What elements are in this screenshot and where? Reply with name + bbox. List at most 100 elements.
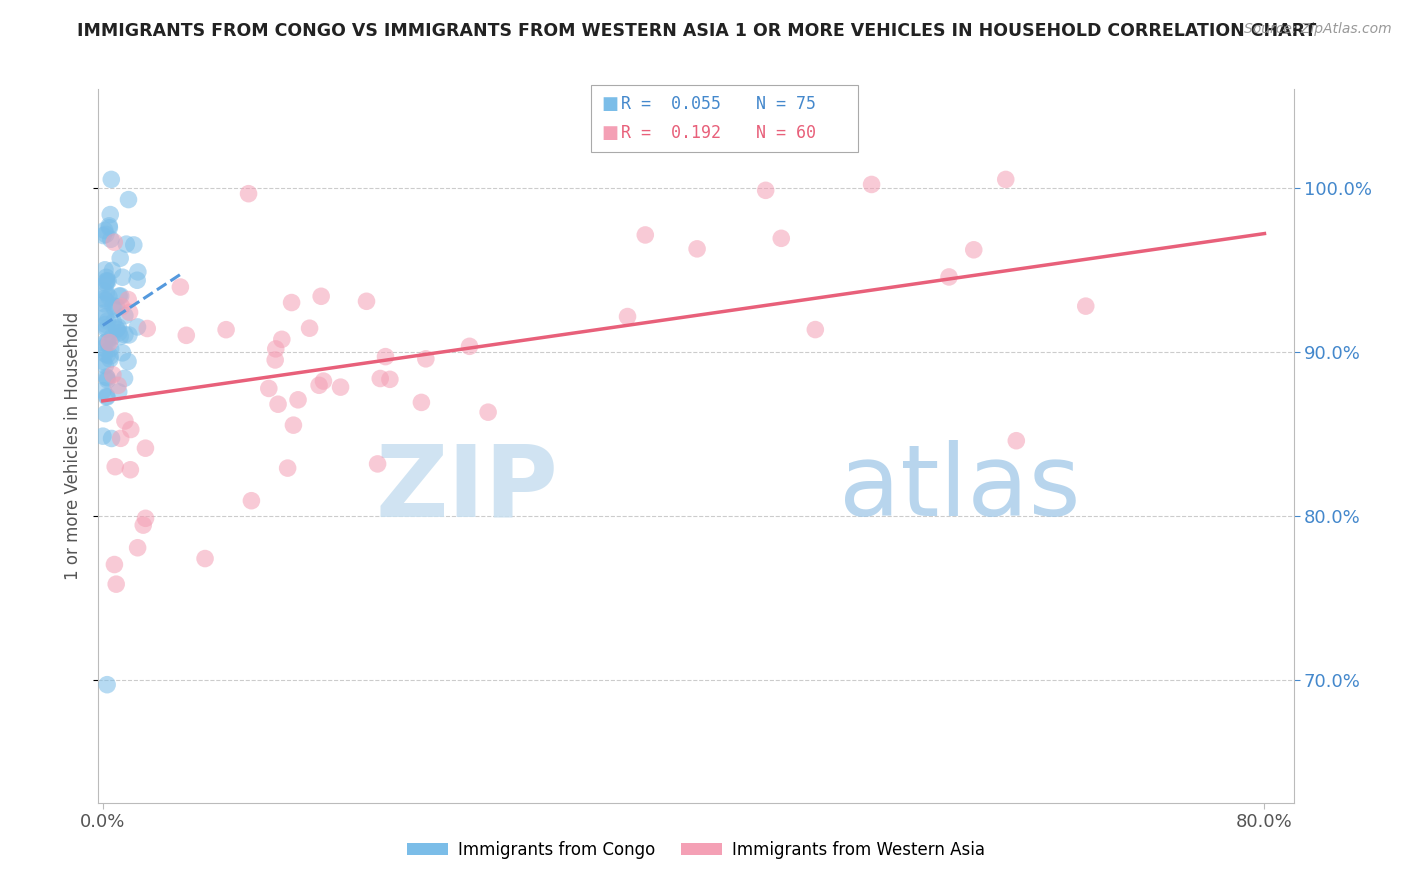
Point xyxy=(98,219,121,233)
Point xyxy=(356,294,378,309)
Point xyxy=(264,342,287,356)
Point xyxy=(104,459,127,474)
Point xyxy=(277,461,299,475)
Point xyxy=(374,350,396,364)
Point xyxy=(108,326,131,340)
Text: N = 75: N = 75 xyxy=(756,95,817,113)
Point xyxy=(110,289,132,303)
Point xyxy=(94,223,117,237)
Point xyxy=(111,346,134,360)
Point xyxy=(94,318,117,332)
Point xyxy=(127,265,149,279)
Point xyxy=(215,323,238,337)
Point xyxy=(267,397,290,411)
Point xyxy=(120,463,142,477)
Point xyxy=(93,335,115,350)
Point xyxy=(93,297,115,311)
Point xyxy=(378,372,401,386)
Point xyxy=(1005,434,1028,448)
Point xyxy=(96,270,118,285)
Point xyxy=(94,227,117,242)
Point xyxy=(101,330,124,344)
Point xyxy=(107,320,129,334)
Point xyxy=(118,305,141,319)
Point xyxy=(770,231,793,245)
Point xyxy=(122,238,145,252)
Point xyxy=(94,322,117,336)
Point xyxy=(169,280,191,294)
Point xyxy=(94,310,117,324)
Point xyxy=(616,310,638,324)
Point xyxy=(93,306,115,320)
Point xyxy=(134,441,156,455)
Point xyxy=(110,431,132,445)
Point xyxy=(804,322,827,336)
Point xyxy=(298,321,321,335)
Point xyxy=(94,293,117,308)
Text: ■: ■ xyxy=(602,124,619,142)
Y-axis label: 1 or more Vehicles in Household: 1 or more Vehicles in Household xyxy=(65,312,83,580)
Point xyxy=(309,289,332,303)
Point xyxy=(194,551,217,566)
Point xyxy=(96,371,118,385)
Point xyxy=(238,186,260,201)
Point xyxy=(96,285,118,300)
Point xyxy=(283,418,305,433)
Point xyxy=(104,302,127,317)
Point xyxy=(686,242,709,256)
Point xyxy=(127,320,149,334)
Point xyxy=(97,336,120,351)
Point xyxy=(96,389,118,403)
Point xyxy=(98,335,121,350)
Point xyxy=(114,327,136,342)
Point xyxy=(103,235,125,250)
Point xyxy=(98,290,121,304)
Point xyxy=(96,314,118,328)
Point xyxy=(111,270,134,285)
Point xyxy=(329,380,352,394)
Point xyxy=(132,518,155,533)
Point xyxy=(634,227,657,242)
Point xyxy=(117,293,139,307)
Point xyxy=(103,558,125,572)
Point xyxy=(96,390,118,404)
Point xyxy=(101,299,124,313)
Point xyxy=(280,295,302,310)
Point xyxy=(120,422,142,436)
Point xyxy=(367,457,389,471)
Point xyxy=(127,273,149,287)
Point xyxy=(91,228,114,243)
Point xyxy=(91,341,114,355)
Point xyxy=(101,368,124,382)
Point xyxy=(96,370,118,384)
Point xyxy=(96,320,118,334)
Text: R =  0.192: R = 0.192 xyxy=(621,124,721,142)
Point xyxy=(176,328,198,343)
Point xyxy=(100,172,122,186)
Point xyxy=(287,392,309,407)
Point xyxy=(110,300,132,314)
Point xyxy=(96,373,118,387)
Point xyxy=(105,577,128,591)
Point xyxy=(114,371,136,385)
Point xyxy=(270,332,292,346)
Point xyxy=(98,220,121,235)
Point xyxy=(100,232,122,246)
Point xyxy=(96,678,118,692)
Point xyxy=(91,384,114,398)
Text: IMMIGRANTS FROM CONGO VS IMMIGRANTS FROM WESTERN ASIA 1 OR MORE VEHICLES IN HOUS: IMMIGRANTS FROM CONGO VS IMMIGRANTS FROM… xyxy=(77,22,1316,40)
Text: Source: ZipAtlas.com: Source: ZipAtlas.com xyxy=(1244,22,1392,37)
Point xyxy=(135,511,157,525)
Point xyxy=(96,334,118,349)
Point xyxy=(308,378,330,392)
Point xyxy=(93,283,115,297)
Legend: Immigrants from Congo, Immigrants from Western Asia: Immigrants from Congo, Immigrants from W… xyxy=(401,835,991,866)
Point xyxy=(107,378,129,392)
Point xyxy=(368,371,391,385)
Point xyxy=(114,309,136,323)
Point xyxy=(114,414,136,428)
Point xyxy=(96,274,118,288)
Point xyxy=(415,351,437,366)
Point xyxy=(115,237,138,252)
Point xyxy=(108,251,131,265)
